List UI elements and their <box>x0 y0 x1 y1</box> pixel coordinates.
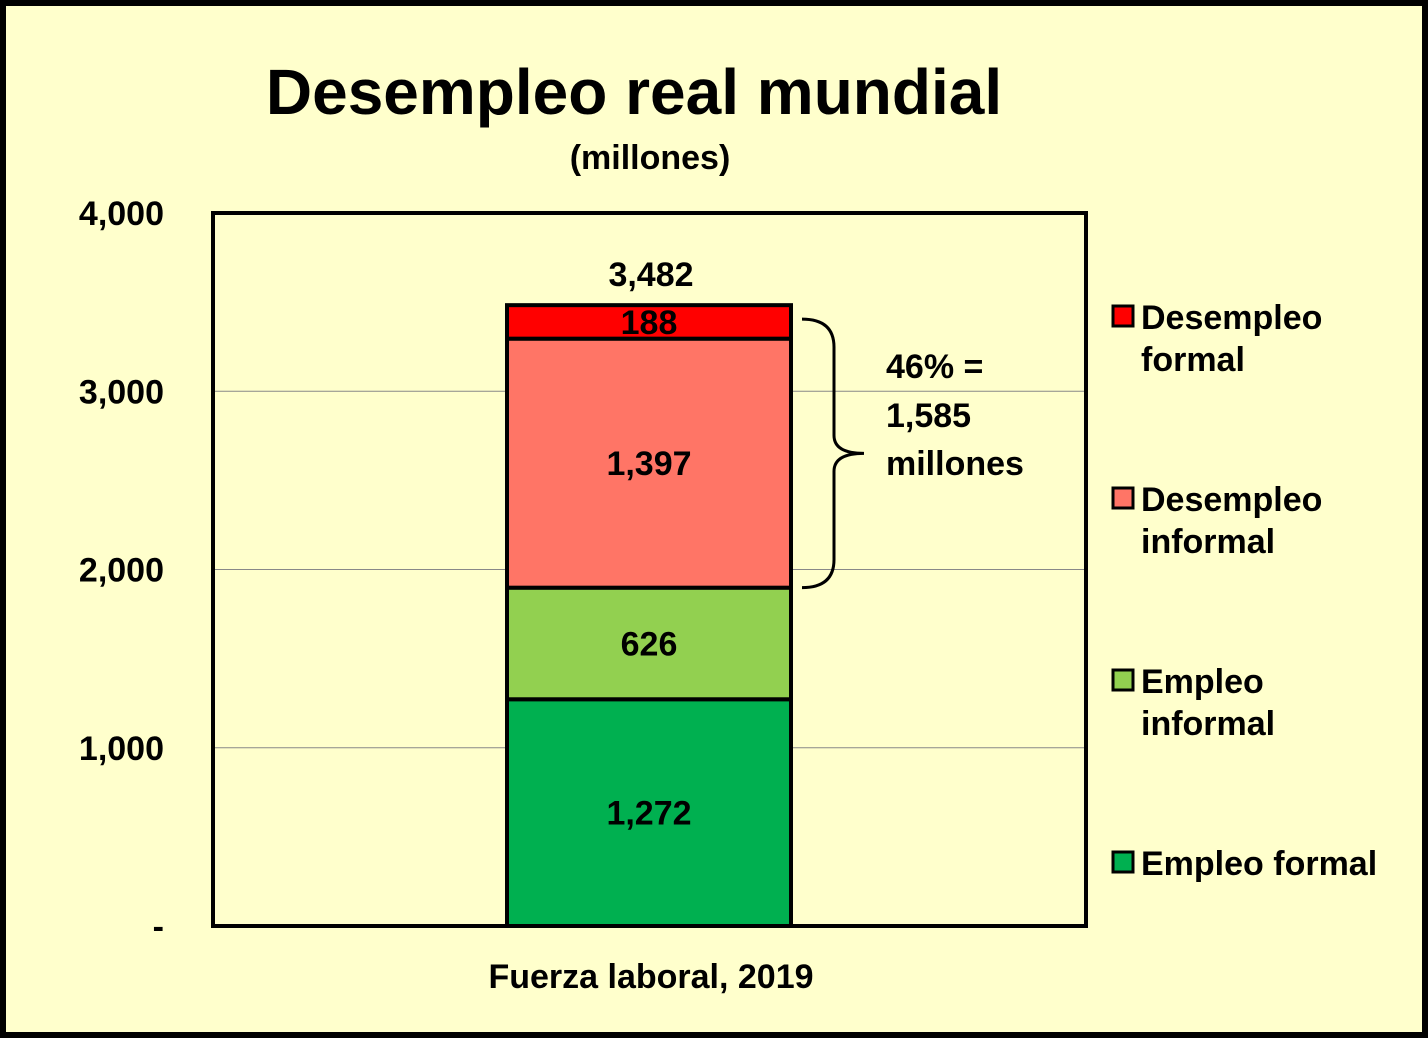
bar-segment-empleo-formal <box>505 697 793 928</box>
segment-value-label: 1,272 <box>606 795 691 833</box>
legend-swatch <box>1111 668 1135 692</box>
bar-segment-desempleo-formal <box>505 303 793 341</box>
plot-area-border <box>211 211 1088 928</box>
y-tick-label: 3,000 <box>79 373 164 411</box>
segment-labels: 1,272 626 1,397 188 <box>606 304 691 833</box>
legend-swatch <box>1111 304 1135 328</box>
stacked-bar <box>505 303 793 928</box>
chart-title: Desempleo real mundial <box>266 56 1002 128</box>
total-label: 3,482 <box>608 256 693 294</box>
chart-canvas: Desempleo real mundial (millones) - 1,000… <box>79 56 1377 996</box>
y-tick-label: - <box>153 908 164 946</box>
annotation-line-3: millones <box>886 445 1024 483</box>
legend-label: Empleo informal <box>1141 663 1275 743</box>
legend-label: Desempleo informal <box>1141 481 1322 561</box>
bar-segment-desempleo-informal <box>505 336 793 590</box>
segment-value-label: 1,397 <box>606 445 691 483</box>
legend-swatch <box>1111 486 1135 510</box>
x-category-label: Fuerza laboral, 2019 <box>488 958 813 996</box>
y-axis-ticks: - 1,000 2,000 3,000 4,000 <box>79 195 164 946</box>
legend-swatch <box>1111 850 1135 874</box>
legend-label: Empleo formal <box>1141 845 1377 883</box>
legend: Desempleo formal Desempleo informal Empleo in… <box>1111 299 1377 883</box>
y-tick-label: 1,000 <box>79 730 164 768</box>
bracket-annotation <box>801 317 865 590</box>
y-tick-label: 2,000 <box>79 552 164 590</box>
annotation-line-1: 46% = <box>886 348 983 386</box>
segment-value-label: 188 <box>621 304 678 342</box>
annotation-line-2: 1,585 <box>886 397 971 435</box>
legend-label: Desempleo formal <box>1141 299 1322 379</box>
y-tick-label: 4,000 <box>79 195 164 233</box>
segment-value-label: 626 <box>621 625 678 663</box>
chart-subtitle: (millones) <box>570 139 731 177</box>
